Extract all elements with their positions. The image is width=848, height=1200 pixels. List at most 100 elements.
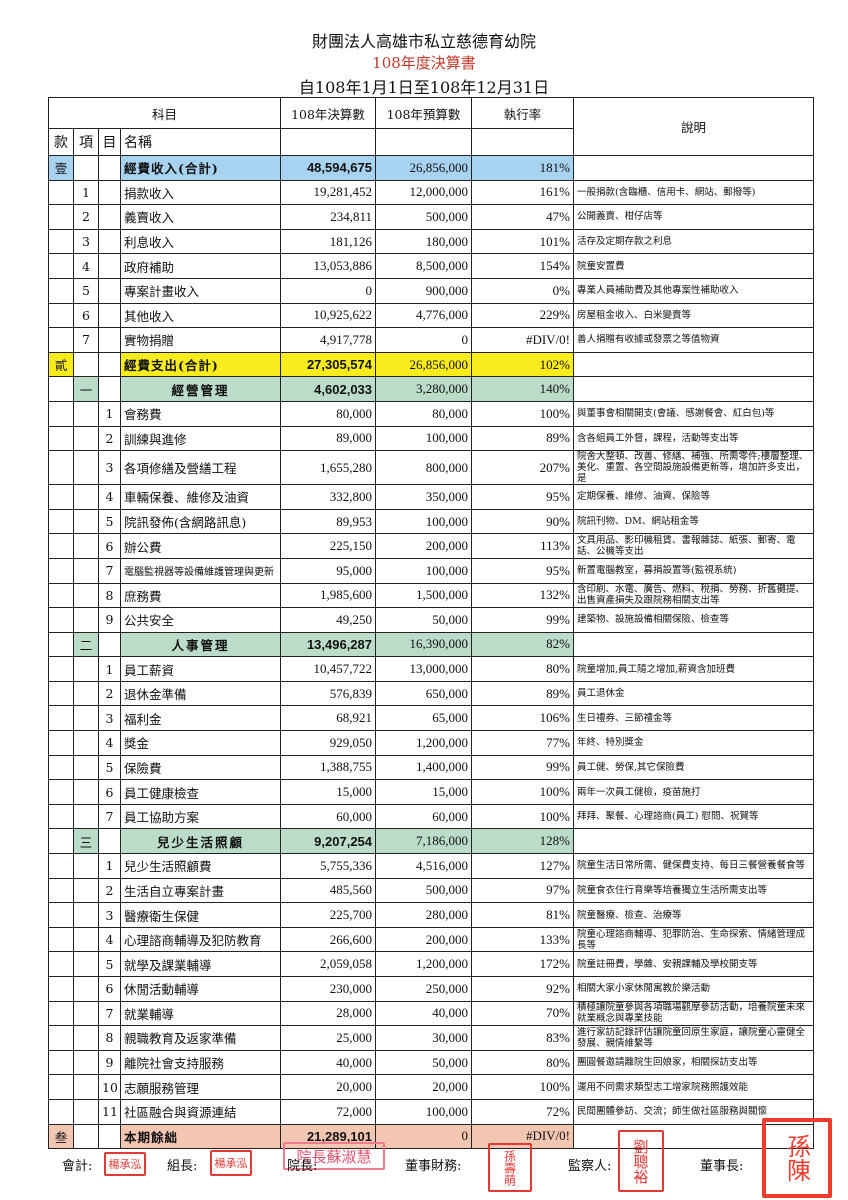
cell-kuan [48,400,74,427]
cell-xiang: 5 [73,277,99,304]
cell-mu [98,277,121,304]
cell-mu: 8 [98,582,121,609]
cell-kuan [48,327,74,353]
cell-budget: 3,280,000 [375,376,473,402]
cell-xiang [73,853,99,879]
cell-note: 院童註冊費，學雜、安親課輔及學校開支等 [573,951,815,977]
cell-note: 進行家訪記錄評估讓院童回原生家庭，讓院童心靈健全發展、親情維繫等 [573,1025,815,1051]
table-row-item: 1 捐款收入 19,281,452 12,000,000 161% 一般捐款(含臨櫃、信用… [48,179,815,206]
cell-name: 志願服務管理 [119,1074,282,1100]
cell-mu: 1 [98,853,121,879]
cell-xiang: 6 [73,302,99,329]
cell-note: 團圓餐邀請離院生回娘家，相關探訪支出等 [573,1049,815,1076]
cell-rate: 95% [471,484,575,510]
table-row-sub: 3 福利金 68,921 65,000 106% 生日禮券、三節禮金等 [48,705,815,732]
cell-rate: 100% [471,1074,575,1100]
table-row-sub: 7 就業輔導 28,000 40,000 70% 積極讓院童參與各項職場觀摩參訪活動，培養… [48,1000,815,1027]
table-row-expense: 貳 經費支出(合計) 27,305,574 26,856,000 102% [48,351,815,378]
cell-note: 院童醫療、檢查、治療等 [573,902,815,928]
cell-name: 離院社會支持服務 [119,1049,282,1076]
cell-actual: 13,496,287 [280,631,377,658]
cell-rate: 128% [471,828,575,855]
cell-budget: 650,000 [375,680,473,707]
director-label: 院長: [287,1159,318,1174]
cell-rate: 83% [471,1025,575,1051]
cell-note [573,1123,815,1150]
table-row-sub: 6 員工健康檢查 15,000 15,000 100% 兩年一次員工健檢，疫苗施打 [48,779,815,805]
table-row-sub: 5 保險費 1,388,755 1,400,000 99% 員工健、勞保,其它保險費 [48,754,815,781]
cell-actual: 15,000 [280,779,377,805]
cell-xiang [73,877,99,904]
cell-kuan [48,533,74,559]
cell-name: 經費收入(合計) [119,155,282,181]
cell-name: 庶務費 [119,582,282,609]
cell-budget: 500,000 [375,877,473,904]
cell-budget: 26,856,000 [375,351,473,378]
cell-budget: 250,000 [375,976,473,1002]
cell-xiang [73,803,99,830]
cell-budget: 800,000 [375,450,473,486]
cell-budget: 180,000 [375,228,473,255]
cell-name: 院訊發佈(含網路訊息) [119,508,282,535]
cell-budget: 200,000 [375,926,473,953]
cell-actual: 234,811 [280,204,377,230]
cell-actual: 5,755,336 [280,853,377,879]
cell-kuan [48,228,74,255]
cell-actual: 25,000 [280,1025,377,1051]
table-row-sub: 5 院訊發佈(含網路訊息) 89,953 100,000 90% 院訊刊物、DM、網站租金… [48,508,815,535]
cell-kuan [48,902,74,928]
cell-name: 兒少生活照顧費 [119,853,282,879]
table-row-sub: 2 訓練與進修 89,000 100,000 89% 含各組員工外督，課程，活動等支出等 [48,425,815,452]
cell-note: 拜拜、聚餐、心理諮商(員工) 慰問、祝賀等 [573,803,815,830]
cell-xiang [73,607,99,633]
cell-budget: 40,000 [375,1000,473,1027]
cell-name: 人事管理 [119,631,282,658]
cell-kuan [48,853,74,879]
table-row-sub: 6 休閒活動輔導 230,000 250,000 92% 相關大家小家休閒寓教於樂活動 [48,976,815,1002]
cell-note: 含印刷、水電、廣告、燃料、稅捐、勞務、折舊攤提、出售資產損失及跟院務相關支出等 [573,582,815,609]
cell-rate: 81% [471,902,575,928]
cell-name: 電腦監視器等設備維護管理與更新 [119,557,282,584]
cell-mu: 3 [98,705,121,732]
cell-actual: 485,560 [280,877,377,904]
cell-xiang [73,425,99,452]
cell-kuan [48,302,74,329]
cell-name: 車輛保養、維修及油資 [119,484,282,510]
cell-rate: 70% [471,1000,575,1027]
cell-budget: 30,000 [375,1025,473,1051]
table-row-sub: 9 離院社會支持服務 40,000 50,000 80% 團圓餐邀請離院生回娘家，相關探訪… [48,1049,815,1076]
cell-actual: 49,250 [280,607,377,633]
cell-actual: 68,921 [280,705,377,732]
table-row-sub: 4 心理諮商輔導及犯防教育 266,600 200,000 133% 院童心理諮商輔導、犯… [48,926,815,953]
table-row-sub: 4 獎金 929,050 1,200,000 77% 年終、特別獎金 [48,730,815,756]
cell-budget: 65,000 [375,705,473,732]
cell-kuan [48,877,74,904]
cell-xiang: 2 [73,204,99,230]
cell-actual: 89,000 [280,425,377,452]
cell-xiang [73,155,99,181]
cell-xiang [73,1123,99,1150]
cell-mu: 11 [98,1098,121,1125]
cell-actual: 181,126 [280,228,377,255]
cell-note: 定期保養、維修、油資、保險等 [573,484,815,510]
leader-label: 組長: [167,1159,198,1174]
cell-budget: 80,000 [375,400,473,427]
cell-rate: 72% [471,1098,575,1125]
cell-name: 經費支出(合計) [119,351,282,378]
cell-actual: 60,000 [280,803,377,830]
cell-xiang [73,1098,99,1125]
cell-name: 政府補助 [119,253,282,279]
cell-note: 院舍大整頓、改善、修繕、補強、所需零件;樓層整理、美化、重置、各空間設施設備更新… [573,450,815,486]
cell-note [573,351,815,378]
cell-budget: 8,500,000 [375,253,473,279]
cell-mu: 4 [98,926,121,953]
treasurer-label: 董事財務: [405,1159,462,1174]
chairman-label: 董事長: [700,1159,744,1174]
cell-mu [98,828,121,855]
cell-mu: 5 [98,951,121,977]
table-row-sub: 2 生活自立專案計畫 485,560 500,000 97% 院童食衣住行育樂等培養獨立生… [48,877,815,904]
table-row-sub: 6 辦公費 225,150 200,000 113% 文具用品、影印機租賃、書報雜誌、紙張… [48,533,815,559]
cell-actual: 10,925,622 [280,302,377,329]
supervisor-label: 監察人: [568,1159,612,1174]
cell-rate: 89% [471,425,575,452]
